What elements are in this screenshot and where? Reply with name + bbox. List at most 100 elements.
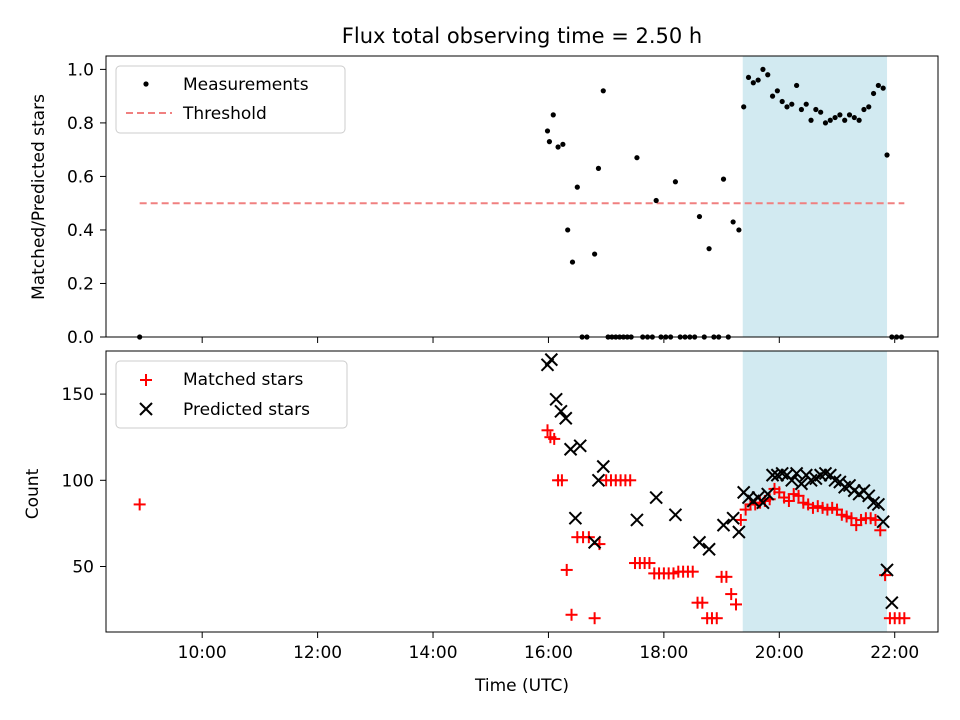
legend-predicted-marker [139, 402, 153, 416]
chart-title: Flux total observing time = 2.50 h [342, 24, 702, 48]
predicted-stars-point [876, 514, 890, 529]
measurement-point [808, 117, 814, 123]
predicted-stars-point [568, 511, 583, 525]
measurement-point [550, 112, 556, 118]
matched-stars-point [696, 596, 709, 609]
matched-stars-point [565, 608, 578, 621]
ratio-y-tick-label: 1.0 [67, 60, 94, 80]
measurement-point [880, 85, 886, 91]
measurement-point [842, 117, 848, 123]
legend-matched-marker [140, 374, 152, 386]
measurement-point [827, 117, 833, 123]
measurement-point [544, 128, 551, 134]
matched-stars-point [643, 557, 656, 570]
measurement-point [884, 152, 890, 158]
measurement-point [813, 106, 819, 113]
matched-stars-point [720, 570, 733, 583]
ratio-y-tick-label: 0.2 [67, 274, 94, 294]
predicted-stars-point [573, 439, 587, 453]
count-panel-frame [105, 350, 939, 633]
measurement-point [818, 109, 824, 115]
predicted-stars-point [591, 473, 606, 488]
measurement-point [736, 227, 742, 233]
count-legend: Matched stars Predicted stars [115, 360, 348, 429]
matched-stars-point [560, 563, 573, 576]
ratio-legend-box [115, 65, 346, 134]
measurement-point [569, 259, 576, 265]
predicted-stars-point [871, 497, 886, 512]
measurement-point [846, 112, 853, 118]
measurement-point [595, 165, 602, 171]
predicted-stars-point [668, 508, 683, 522]
measurement-point [755, 77, 761, 83]
measurement-point [574, 184, 580, 190]
measurement-point [750, 80, 756, 86]
measurement-point [861, 106, 867, 113]
matched-stars-point [898, 612, 911, 625]
measurement-point [565, 227, 571, 233]
matched-stars-point [555, 474, 568, 487]
predicted-stars-point [630, 513, 644, 527]
predicted-stars-point [770, 468, 785, 482]
predicted-stars-point [692, 535, 707, 550]
ratio-y-tick-label: 0.6 [67, 167, 94, 187]
matched-stars-point [541, 424, 554, 437]
x-tick-label: 22:00 [870, 643, 919, 663]
predicted-stars-series [540, 352, 899, 610]
measurement-point [546, 139, 553, 145]
legend-measurements-label: Measurements [183, 75, 309, 95]
measurement-point [600, 88, 606, 94]
matched-stars-point [710, 612, 723, 625]
measurement-point [822, 120, 829, 126]
measurement-point [555, 144, 561, 150]
matched-stars-point [133, 498, 146, 511]
x-tick-label: 18:00 [639, 643, 688, 663]
predicted-stars-point [544, 352, 559, 367]
measurement-point [730, 219, 736, 225]
predicted-stars-point [866, 495, 881, 510]
ratio-y-axis-label: Matched/Predicted stars [29, 94, 49, 300]
measurement-point [634, 155, 640, 161]
measurement-point [774, 88, 780, 94]
predicted-stars-point [596, 459, 610, 474]
ratio-panel: 0.0 0.2 0.4 0.6 0.8 1.0 Flux total observing … [29, 24, 939, 348]
ratio-y-tick-label: 0.8 [67, 114, 94, 134]
measurement-point [789, 101, 795, 107]
measurement-point [784, 104, 790, 110]
predicted-stars-point [775, 466, 789, 481]
legend-predicted-label: Predicted stars [183, 400, 310, 420]
legend-matched-label: Matched stars [183, 370, 303, 390]
count-y-axis-label: Count [23, 468, 43, 519]
measurement-point [870, 90, 877, 97]
predicted-stars-point [549, 392, 563, 406]
x-tick-label: 12:00 [293, 643, 342, 663]
measurement-point [760, 66, 766, 72]
measurement-point [875, 82, 881, 89]
measurement-point [779, 98, 785, 105]
measurement-point [560, 141, 566, 147]
predicted-stars-point [726, 511, 740, 525]
predicted-stars-point [761, 487, 775, 501]
x-tick-label: 20:00 [755, 643, 804, 663]
matched-stars-point [730, 598, 743, 611]
predicted-stars-point [732, 525, 746, 539]
measurement-point [741, 104, 747, 110]
count-tick-group: 50 100 150 10:00 12:00 14:00 16:00 18:00 20:00 22… [62, 385, 920, 663]
measurement-point [866, 104, 872, 110]
measurement-point [765, 72, 771, 78]
ratio-panel-frame [105, 55, 939, 338]
count-y-tick-label: 100 [62, 471, 94, 491]
x-tick-label: 14:00 [409, 643, 458, 663]
predicted-stars-point [785, 473, 799, 488]
predicted-stars-point [828, 473, 842, 488]
measurement-point [803, 101, 809, 107]
measurement-point [720, 176, 727, 182]
matched-stars-point [734, 513, 747, 526]
predicted-stars-point [794, 477, 809, 491]
matched-stars-series [133, 424, 911, 625]
matched-stars-point [874, 524, 887, 537]
matched-stars-point [624, 474, 637, 487]
matched-stars-point [686, 565, 699, 578]
predicted-stars-point [880, 563, 894, 577]
